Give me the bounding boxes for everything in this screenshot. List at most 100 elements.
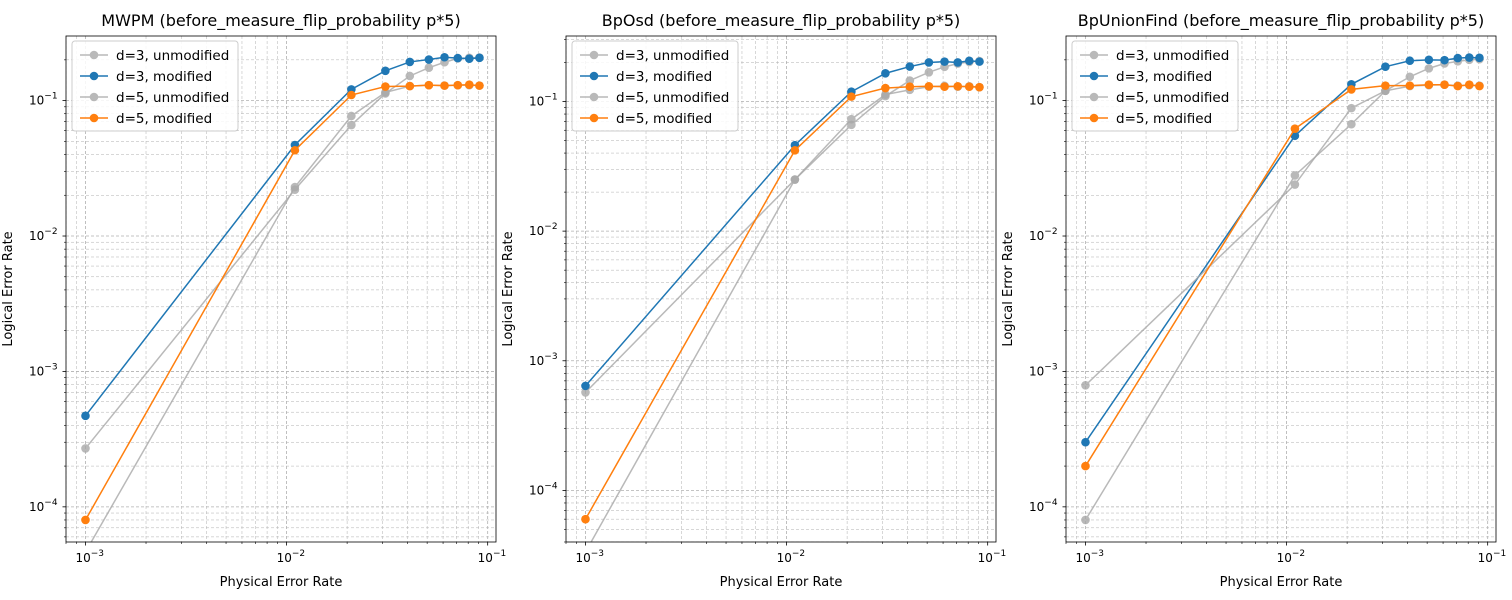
tick-label-y: 10−1 (29, 92, 58, 108)
tick-label-y: 10−4 (29, 498, 58, 514)
data-point (1381, 81, 1390, 90)
series-2 (1081, 53, 1484, 447)
legend-entry (1080, 92, 1108, 102)
legend: d=3, unmodified d=3, modified d=5, unmodif… (571, 40, 739, 132)
data-point (881, 68, 890, 78)
data-point (453, 80, 463, 90)
tick-label-y: 10−2 (29, 227, 58, 243)
legend-marker (1089, 50, 1099, 60)
data-point (81, 515, 90, 525)
legend-entry (80, 113, 108, 123)
legend-marker (89, 113, 99, 123)
tick-label-x: 10−1 (1478, 549, 1507, 565)
data-point (881, 90, 890, 99)
data-point (381, 82, 390, 91)
legend-marker (89, 92, 99, 102)
data-point (940, 57, 949, 66)
chart-title: BpUnionFind (before_measure_flip_probabi… (1078, 11, 1484, 31)
data-point (81, 411, 90, 421)
data-point (381, 66, 390, 76)
data-point (924, 81, 934, 91)
legend-entry (80, 92, 108, 102)
legend-marker (89, 71, 99, 81)
data-point (453, 53, 463, 63)
tick-label-x: 10−2 (777, 549, 806, 565)
tick-label-x: 10−3 (75, 549, 104, 565)
plot-area (81, 52, 484, 542)
data-point (1405, 72, 1415, 82)
data-point (847, 92, 856, 101)
tick-label-x: 10−2 (277, 549, 306, 565)
plot-area (1081, 53, 1484, 525)
data-point (464, 80, 474, 90)
data-point (347, 111, 356, 121)
data-point (1475, 81, 1484, 91)
data-point (1424, 80, 1434, 90)
legend-label: d=3, modified (616, 69, 712, 85)
data-point (790, 146, 800, 155)
data-point (1464, 53, 1474, 62)
series-line (1084, 56, 1480, 443)
data-point (975, 82, 984, 92)
data-point (581, 514, 590, 524)
axes-frame (565, 35, 997, 543)
series-4 (1081, 80, 1484, 471)
data-point (405, 57, 415, 67)
data-point (1440, 55, 1449, 65)
legend-marker (589, 50, 599, 60)
series-line (584, 85, 980, 520)
tick-label-x: 10−1 (478, 549, 507, 565)
data-point (964, 82, 974, 92)
series-2 (581, 56, 984, 391)
tick-label-y: 10−2 (529, 222, 558, 238)
data-point (924, 58, 934, 67)
legend-marker (1089, 71, 1099, 81)
data-point (440, 81, 449, 90)
data-point (290, 182, 300, 192)
y-axis-label: Logical Error Rate (1, 231, 16, 346)
data-point (1347, 103, 1356, 113)
legend-label: d=5, unmodified (1116, 90, 1229, 106)
y-axis-label: Logical Error Rate (1001, 231, 1016, 346)
legend-box (1071, 40, 1239, 132)
legend-entry (1080, 71, 1108, 81)
data-point (905, 82, 915, 92)
series-line (1084, 58, 1480, 521)
data-point (1424, 64, 1434, 73)
data-point (440, 52, 449, 62)
tick-label-y: 10−3 (29, 362, 58, 378)
tick-label-x: 10−3 (575, 549, 604, 565)
legend-label: d=3, unmodified (616, 48, 729, 64)
series-line (584, 60, 980, 393)
data-point (405, 71, 415, 81)
data-point (1464, 80, 1474, 90)
data-point (347, 120, 356, 130)
legend-entry (80, 71, 108, 81)
x-axis-label: Physical Error Rate (720, 575, 843, 590)
tick-label-y: 10−3 (1029, 362, 1058, 378)
data-point (1405, 81, 1415, 90)
series-2 (81, 52, 484, 421)
x-axis-label: Physical Error Rate (1220, 575, 1343, 590)
legend-label: d=5, modified (616, 111, 712, 127)
legend-entry (580, 50, 608, 60)
data-point (1381, 62, 1390, 71)
tick-label-y: 10−4 (1029, 498, 1058, 514)
data-point (581, 388, 590, 397)
data-point (1440, 80, 1449, 90)
legend-label: d=3, modified (116, 69, 212, 85)
data-point (1290, 171, 1300, 180)
data-point (905, 76, 915, 85)
chart-panel-3: 10−3 10−2 10−1 10−4 10−3 10−2 10−1 BpUnionFind … (1001, 11, 1506, 590)
legend-entry (80, 50, 108, 60)
data-point (1347, 119, 1356, 129)
series-3 (90, 80, 484, 542)
tick-label-y: 10−1 (1029, 92, 1058, 108)
series-4 (581, 81, 984, 524)
data-point (1475, 53, 1484, 63)
series-line (84, 83, 480, 521)
data-point (940, 82, 949, 92)
chart-panel-1: 10−3 10−2 10−1 10−4 10−3 10−2 10−1 MWPM (before… (1, 11, 506, 590)
legend-label: d=5, modified (1116, 111, 1212, 127)
